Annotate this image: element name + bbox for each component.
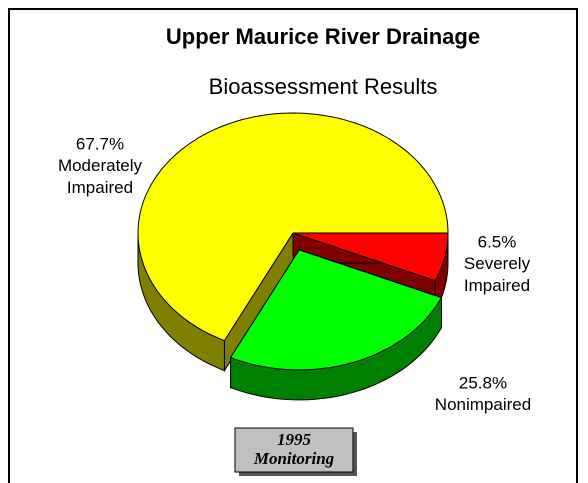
pie xyxy=(137,112,449,401)
category-label: Moderately Impaired xyxy=(58,156,143,197)
chart-subtitle: Bioassessment Results xyxy=(209,74,438,99)
annotation-box xyxy=(234,427,354,473)
value-label: 67.7% xyxy=(76,134,124,153)
annotation: 1995 Monitoring xyxy=(253,430,335,468)
category-label: Severely Impaired xyxy=(464,254,531,295)
slice xyxy=(137,112,449,342)
value-label: 25.8% xyxy=(459,373,507,392)
slice xyxy=(292,232,449,282)
value-label: 6.5% xyxy=(478,232,517,251)
category-label: Nonimpaired xyxy=(435,395,531,414)
slice xyxy=(229,249,443,371)
chart-title: Upper Maurice River Drainage xyxy=(166,24,480,49)
